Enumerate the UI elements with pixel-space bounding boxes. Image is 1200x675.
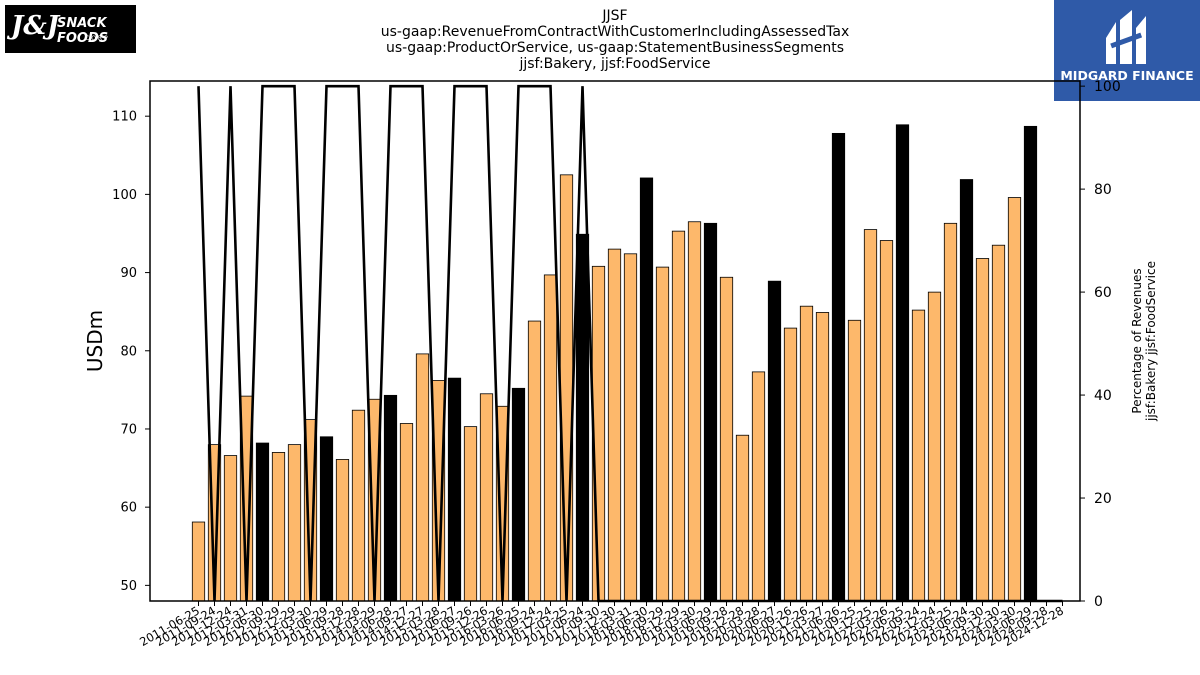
title-line: JJSF [601,8,627,24]
revenue-bar [975,258,990,602]
y2-label-line: jjsf:Bakery jjsf:FoodService [1144,261,1158,422]
revenue-bar [1023,125,1038,602]
revenue-bar [623,253,638,602]
y-axis-label: USDm [83,310,107,372]
revenue-bar [1007,197,1022,602]
revenue-bar [735,434,750,602]
revenue-bar [191,521,206,602]
y-tick-label: 70 [120,422,137,437]
revenue-bar [351,409,366,602]
revenue-bar [783,327,798,602]
revenue-bar [271,452,286,602]
revenue-bar [607,248,622,602]
revenue-bar [463,426,478,602]
revenue-bar [815,312,830,602]
revenue-bar [799,305,814,602]
title-line: us-gaap:ProductOrService, us-gaap:Statem… [386,40,844,56]
revenue-bar [575,233,590,602]
x-axis-ticks: 2011-06-252011-09-242011-12-242012-03-31… [137,601,1066,649]
midgard-emblem-icon [1106,10,1146,64]
revenue-bar [543,274,558,602]
revenue-bar [863,229,878,602]
revenue-bar [559,174,574,602]
y2-tick-label: 40 [1094,388,1112,404]
left-axis-ticks: 50 60 70 80 90 100 110 [112,110,150,594]
revenue-bar [287,444,302,602]
secondary-y-axis-label: Percentage of Revenues jjsf:Bakery jjsf:F… [1130,261,1158,422]
revenue-bar [751,371,766,602]
revenue-bar [335,459,350,602]
revenue-bar [415,353,430,602]
y-tick-label: 110 [112,110,137,125]
revenue-bar [655,266,670,602]
y-tick-label: 90 [120,266,137,281]
revenue-bar [847,319,862,602]
y2-tick-label: 20 [1094,491,1112,507]
y-tick-label: 80 [120,344,137,359]
revenue-bar [399,423,414,602]
right-axis-ticks: 0 20 40 60 80 100 [1080,79,1121,610]
y2-label-line: Percentage of Revenues [1130,268,1144,413]
revenue-bar [911,309,926,602]
revenue-bar [767,280,782,602]
y2-tick-label: 60 [1094,285,1112,301]
y2-tick-label: 100 [1094,79,1121,95]
title-line: jjsf:Bakery, jjsf:FoodService [518,56,710,72]
revenue-bar [927,291,942,602]
logo-mark: J&J [11,11,60,41]
revenue-bar [511,387,526,602]
revenue-bar [719,276,734,602]
jj-snack-foods-logo: J&J SNACK FOODS CORP [5,5,136,53]
y2-tick-label: 80 [1094,182,1112,198]
revenue-bar [959,179,974,602]
revenue-bar [703,222,718,602]
revenue-bar [447,377,462,602]
revenue-bar [223,455,238,602]
revenue-bar [943,222,958,602]
y-tick-label: 60 [120,501,137,516]
revenue-bar [687,221,702,602]
revenue-bar [831,132,846,602]
title-line: us-gaap:RevenueFromContractWithCustomerI… [381,24,850,40]
midgard-finance-logo: MIDGARD FINANCE [1054,0,1200,101]
revenue-bar [879,240,894,602]
y-tick-label: 100 [112,188,137,203]
y2-tick-label: 0 [1094,594,1103,610]
y-tick-label: 50 [120,579,137,594]
chart-title: JJSFus-gaap:RevenueFromContractWithCusto… [381,8,850,72]
bar-series [191,124,1038,602]
revenue-bar [383,394,398,602]
revenue-bar [671,230,686,602]
logo-sub: CORP [85,35,110,42]
revenue-bar [479,393,494,602]
revenue-bar [639,177,654,602]
revenue-bar [527,320,542,602]
revenue-bar [991,244,1006,602]
revenue-bar [255,442,270,602]
midgard-brand: MIDGARD FINANCE [1060,68,1194,83]
logo-brand: SNACK FOODS [57,16,109,46]
revenue-bar [319,436,334,602]
revenue-bar [895,124,910,602]
